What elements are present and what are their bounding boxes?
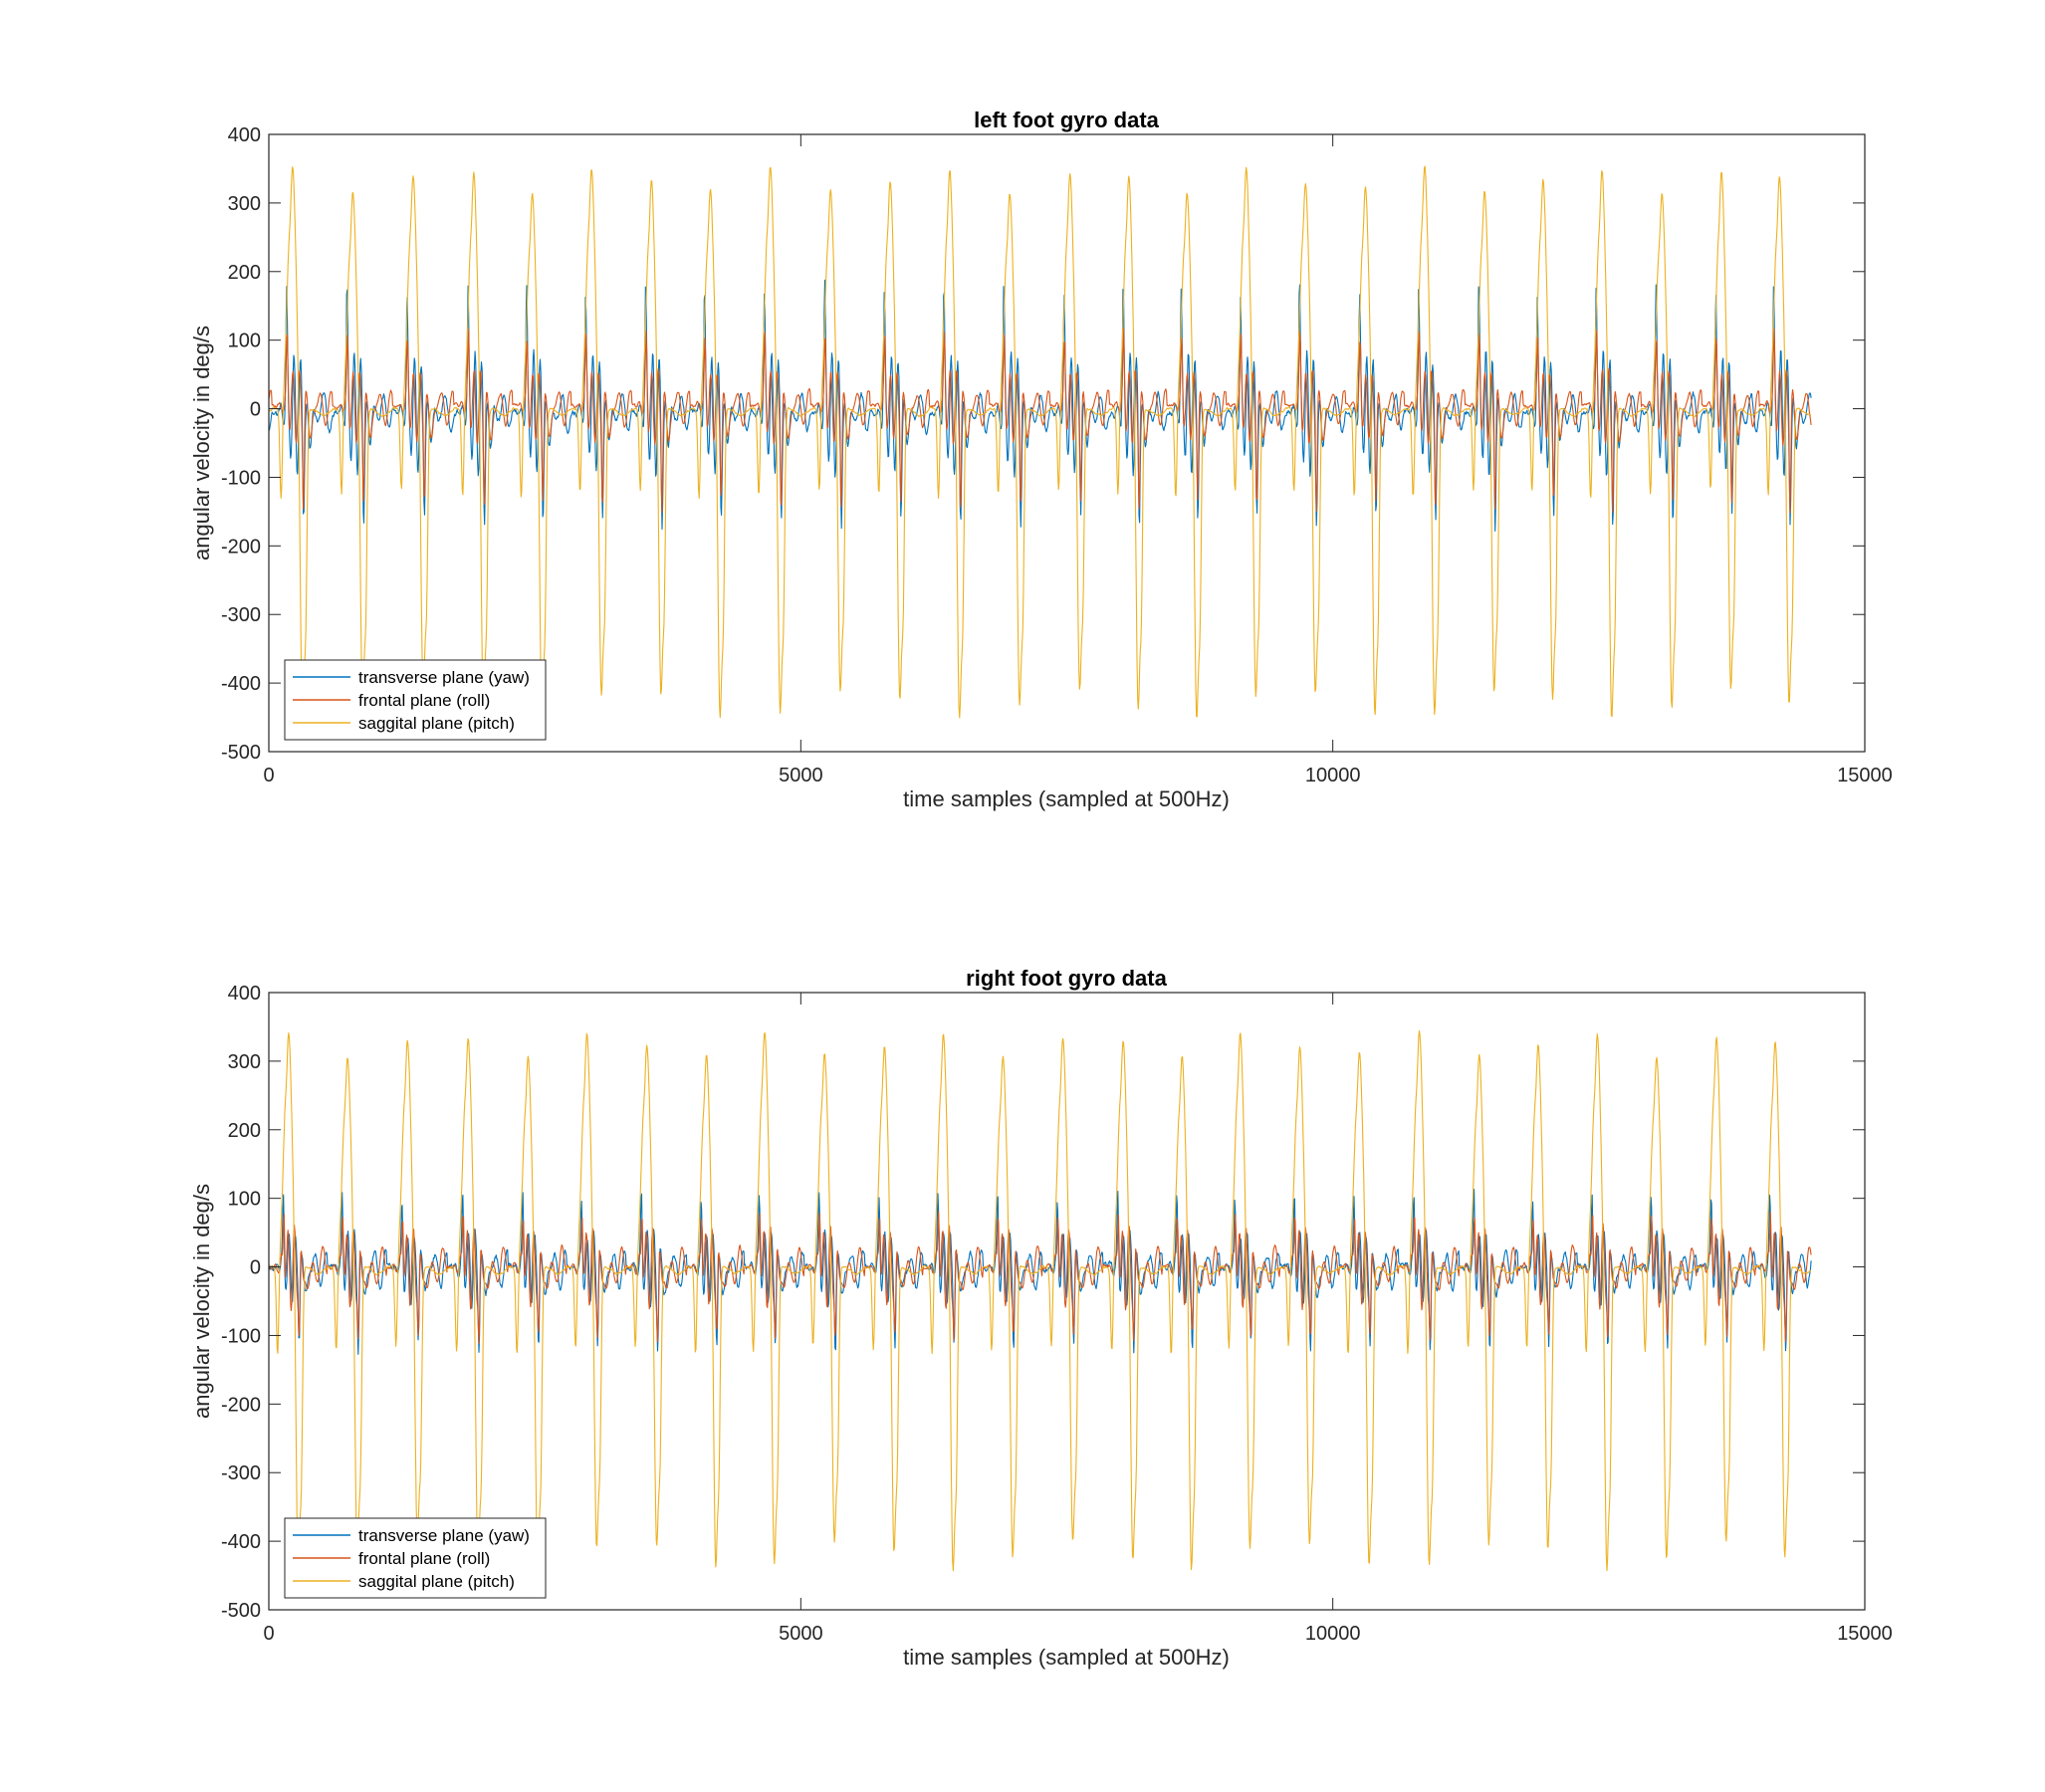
- legend: transverse plane (yaw) frontal plane (ro…: [284, 659, 547, 741]
- y-axis-label: angular velocity in deg/s: [189, 326, 214, 560]
- right-foot-chart: 0 5000 10000 15000 400 300 200 100 0 -100 -200 -300…: [189, 966, 1893, 1670]
- y-tick-label: 100: [228, 331, 261, 352]
- y-tick-label: -100: [221, 1325, 261, 1347]
- legend-label-yaw: transverse plane (yaw): [358, 1526, 530, 1545]
- y-tick-label: 0: [250, 399, 261, 421]
- chart-title: left foot gyro data: [974, 108, 1160, 132]
- y-tick-label: 200: [228, 1120, 261, 1142]
- y-axis-label: angular velocity in deg/s: [189, 1184, 214, 1419]
- chart-title: right foot gyro data: [966, 966, 1167, 991]
- axes-box: [268, 992, 1866, 1611]
- series-layer: [268, 165, 1812, 721]
- y-tick-label: -200: [221, 1394, 261, 1416]
- x-tick-label: 5000: [779, 1623, 823, 1645]
- x-tick-label: 15000: [1837, 1623, 1893, 1645]
- x-tick-label: 0: [263, 1623, 274, 1645]
- x-axis-label: time samples (sampled at 500Hz): [903, 1645, 1230, 1670]
- x-tick-label: 5000: [779, 765, 823, 786]
- y-tick-label: 400: [228, 124, 261, 146]
- legend-label-roll: frontal plane (roll): [358, 1549, 490, 1568]
- plot-area: [269, 993, 1865, 1610]
- legend-label-roll: frontal plane (roll): [358, 691, 490, 710]
- left-foot-chart: 0 5000 10000 15000 400 300 200 100 0 -100 -200 -300…: [189, 108, 1893, 811]
- y-tick-label: 0: [250, 1257, 261, 1279]
- y-tick-label: 300: [228, 1051, 261, 1073]
- y-tick-label: -200: [221, 536, 261, 558]
- x-tick-label: 10000: [1305, 1623, 1361, 1645]
- legend: transverse plane (yaw) frontal plane (ro…: [284, 1517, 547, 1599]
- series-line-pitch: [268, 1029, 1812, 1573]
- y-tick-label: -300: [221, 604, 261, 626]
- y-tick-label: -100: [221, 467, 261, 489]
- y-tick-label: -400: [221, 1531, 261, 1553]
- x-tick-label: 15000: [1837, 765, 1893, 786]
- x-axis-label: time samples (sampled at 500Hz): [903, 786, 1230, 811]
- x-tick-label: 0: [263, 765, 274, 786]
- y-tick-label: -300: [221, 1462, 261, 1484]
- y-tick-label: 300: [228, 193, 261, 215]
- legend-label-pitch: saggital plane (pitch): [358, 714, 515, 733]
- series-layer: [268, 1029, 1812, 1573]
- x-tick-label: 10000: [1305, 765, 1361, 786]
- legend-label-pitch: saggital plane (pitch): [358, 1572, 515, 1591]
- y-tick-label: 200: [228, 262, 261, 284]
- y-tick-label: -500: [221, 742, 261, 764]
- y-tick-label: -500: [221, 1600, 261, 1622]
- ticks-layer: 0 5000 10000 15000 400 300 200 100 0 -100 -200 -300…: [221, 983, 1893, 1645]
- axes-box: [268, 133, 1866, 753]
- y-tick-label: -400: [221, 673, 261, 695]
- legend-label-yaw: transverse plane (yaw): [358, 668, 530, 687]
- y-tick-label: 100: [228, 1189, 261, 1211]
- series-line-pitch: [268, 165, 1812, 721]
- series-line-roll: [268, 328, 1812, 514]
- y-tick-label: 400: [228, 983, 261, 1005]
